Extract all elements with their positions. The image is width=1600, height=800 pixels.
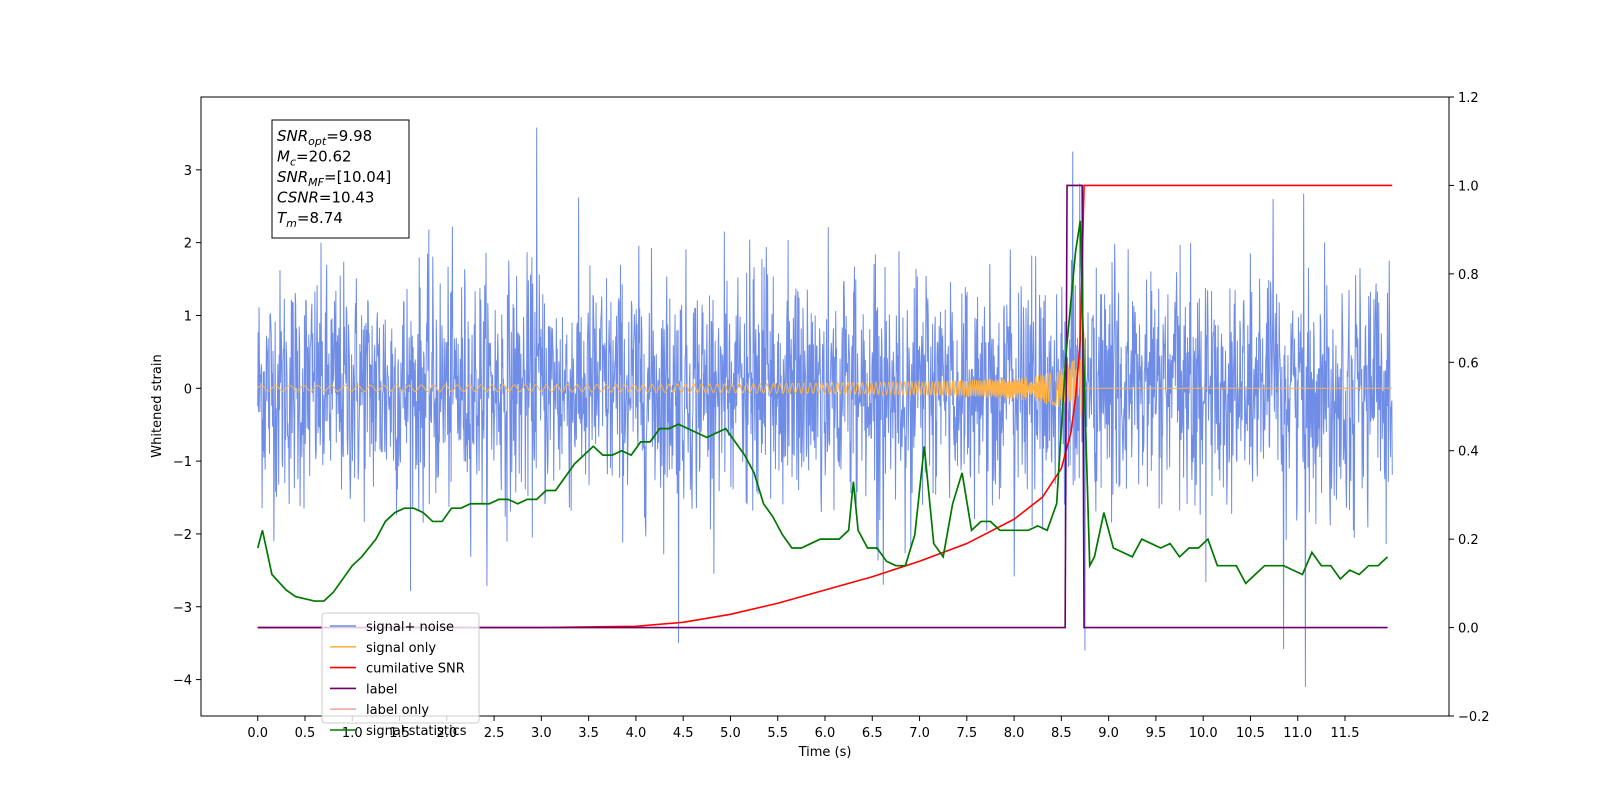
y2-tick-label: 1.0 — [1458, 179, 1479, 194]
info-box: SNRopt=9.98Mc=20.62SNRMF=[10.04]CSNR=10.… — [271, 119, 410, 239]
legend-label: label only — [366, 703, 429, 718]
x-tick-label: 4.0 — [626, 726, 647, 741]
info-line: SNRopt=9.98 — [277, 127, 372, 148]
y2-tick-label: 0.8 — [1458, 268, 1479, 283]
y-tick-label: 3 — [184, 164, 192, 179]
signal-noise-line — [257, 127, 1393, 687]
x-tick-label: 4.5 — [673, 726, 694, 741]
x-tick-label: 6.5 — [862, 726, 883, 741]
y-tick-label: −2 — [173, 528, 192, 543]
axes: 0.0 0.5 1.0 1.5 2.0 2.5 3.0 3.5 4.0 4.5 5.0 5.5 6.0 6… — [173, 91, 1490, 741]
x-tick-label: 8.0 — [1004, 726, 1025, 741]
y2-tick-label: 0.4 — [1458, 445, 1479, 460]
legend-label: cumilative SNR — [366, 662, 465, 677]
y-tick-label: 1 — [184, 309, 192, 324]
signal-statistics-line — [256, 220, 1389, 602]
info-line: Tm=8.74 — [277, 209, 343, 230]
y2-tick-label: −0.2 — [1458, 710, 1490, 725]
legend-frame — [321, 612, 480, 724]
x-tick-label: 9.0 — [1098, 726, 1119, 741]
x-tick-label: 5.0 — [720, 726, 741, 741]
y-tick-label: 0 — [184, 382, 192, 397]
x-tick-label: 9.5 — [1146, 726, 1167, 741]
x-tick-label: 11.5 — [1331, 726, 1360, 741]
x-tick-label: 8.5 — [1051, 726, 1072, 741]
y2-tick-label: 1.2 — [1458, 91, 1479, 106]
plot-area — [256, 127, 1393, 687]
x-tick-label: 6.0 — [815, 726, 836, 741]
x-tick-label: 10.5 — [1236, 726, 1265, 741]
y-axis-label: Whitened strain — [150, 354, 165, 457]
y2-tick-label: 0.6 — [1458, 356, 1479, 371]
cumulative-snr-line — [257, 184, 1393, 629]
y2-tick-label: 0.2 — [1458, 533, 1479, 548]
x-tick-label: 2.0 — [436, 726, 457, 741]
legend-label: signal+ noise — [366, 620, 454, 635]
info-box-frame — [271, 119, 410, 239]
info-line: Mc=20.62 — [277, 148, 352, 169]
y-tick-label: −1 — [173, 455, 192, 470]
x-tick-label: 5.5 — [767, 726, 788, 741]
info-line: CSNR=10.43 — [277, 189, 374, 207]
x-tick-label: 0.0 — [247, 726, 268, 741]
y2-tick-label: 0.0 — [1458, 622, 1479, 637]
legend-label: signal statistics — [366, 724, 467, 739]
x-tick-label: 1.0 — [342, 726, 363, 741]
info-line: SNRMF=[10.04] — [277, 168, 391, 189]
label-line — [257, 184, 1388, 629]
x-tick-label: 3.0 — [531, 726, 552, 741]
x-tick-label: 7.0 — [909, 726, 930, 741]
y-tick-label: −4 — [173, 674, 192, 689]
legend-label: label — [366, 682, 397, 697]
x-tick-label: 1.5 — [389, 726, 410, 741]
signal-only-line — [257, 331, 1393, 419]
x-tick-label: 10.0 — [1189, 726, 1218, 741]
y-tick-label: 2 — [184, 237, 192, 252]
x-tick-label: 7.5 — [956, 726, 977, 741]
y-tick-label: −3 — [173, 601, 192, 616]
x-tick-label: 3.5 — [578, 726, 599, 741]
x-tick-label: 11.0 — [1283, 726, 1312, 741]
x-tick-label: 0.5 — [295, 726, 316, 741]
legend-label: signal only — [366, 641, 436, 656]
legend: signal+ noise signal only cumilative SNR la… — [321, 612, 480, 739]
x-tick-label: 2.5 — [484, 726, 505, 741]
x-axis-label: Time (s) — [798, 745, 852, 760]
